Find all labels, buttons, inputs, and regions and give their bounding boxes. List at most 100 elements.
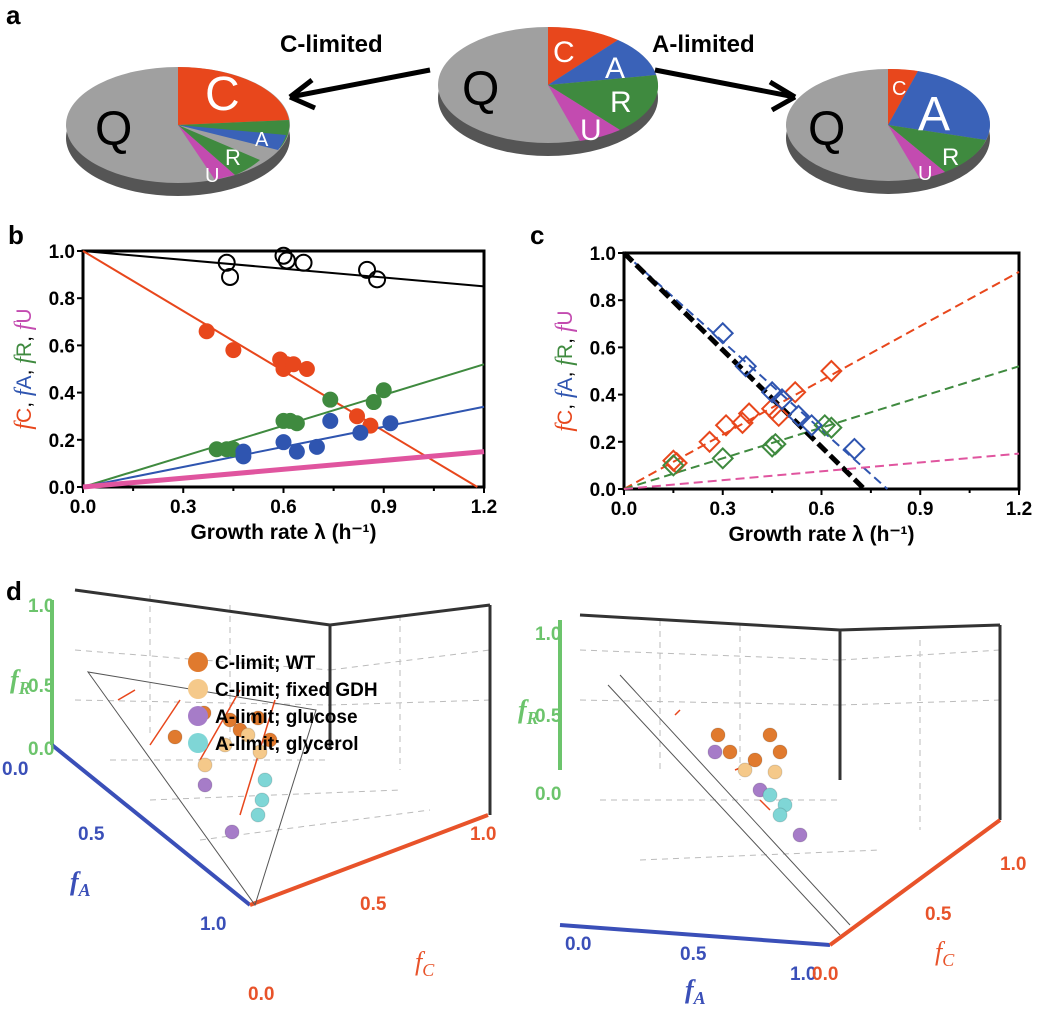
arrow-c-limited: C-limited	[280, 31, 431, 111]
data-point	[375, 382, 392, 399]
pie-label-r: R	[225, 145, 241, 170]
x-tick-label: 0.3	[710, 499, 736, 520]
pie-label-q: Q	[808, 103, 845, 156]
y-tick-label: 0.6	[590, 338, 616, 359]
pie-label-r: R	[610, 86, 632, 119]
y-axis-label-part: ,	[13, 330, 36, 342]
data-point	[275, 434, 292, 451]
d-axis-labels: 1.0 0.5 0.0 0.0 0.5 1.0 0.0 0.5 1.0 fR f…	[2, 596, 1026, 1008]
y-tick-label: 0.0	[590, 480, 616, 501]
data-point-3d	[707, 744, 723, 760]
data-point-3d	[772, 744, 788, 760]
axis-label-fA: fA	[70, 867, 91, 900]
y-tick-label: 0.4	[49, 384, 76, 405]
data-point-3d	[167, 729, 183, 745]
data-point	[800, 413, 823, 437]
data-point	[352, 424, 369, 441]
pie-label-c: C	[892, 78, 906, 100]
fit-line-fR	[623, 365, 1020, 490]
data-point-3d	[762, 787, 778, 803]
y-tick-label: 0.6	[49, 336, 75, 357]
chart-c: 0.0 0.3 0.6 0.9 1.2 0.0 0.2 0.4 0.6 0.8 1.0 Growth …	[552, 244, 1032, 546]
data-point	[308, 438, 325, 455]
data-point-3d	[222, 712, 238, 728]
y-axis-label-part: f	[11, 320, 37, 330]
data-point-3d	[250, 710, 266, 726]
data-point	[322, 391, 339, 408]
tick-fA-0.0: 0.0	[565, 934, 591, 955]
data-point-3d	[747, 752, 763, 768]
y-tick-label: 0.0	[49, 478, 75, 499]
data-point-3d	[252, 744, 268, 760]
data-point	[714, 413, 738, 437]
fit-line-fU	[623, 452, 1020, 490]
x-tick-label: 0.3	[170, 497, 196, 518]
tick-fR-0.5: 0.5	[28, 676, 55, 697]
legend-marker	[188, 733, 208, 753]
axis-label-fR: fR	[518, 695, 539, 728]
arrow-a-limited: A-limited	[652, 31, 797, 113]
data-point	[382, 415, 399, 432]
y-axis-label-part: C	[554, 410, 577, 425]
panel-label-a: a	[6, 0, 21, 30]
legend-label: C-limit; WT	[215, 653, 316, 674]
legend-label: C-limit; fixed GDH	[215, 680, 378, 701]
panel-label-c: c	[530, 220, 544, 250]
arrow-label-c-limited: C-limited	[280, 31, 383, 58]
pie-label-a: A	[255, 129, 269, 151]
data-point-3d	[254, 792, 270, 808]
data-point	[221, 267, 240, 286]
legend: C-limit; WT C-limit; fixed GDH A-limit; gl…	[188, 652, 378, 755]
fit-line-fA	[623, 252, 889, 490]
pie-label-r: R	[942, 144, 959, 171]
tick-fR-0.0: 0.0	[535, 784, 561, 805]
pie-label-u: U	[918, 163, 932, 185]
data-point	[711, 447, 735, 470]
data-point	[711, 321, 735, 345]
y-tick-label: 0.4	[590, 386, 617, 407]
pie-label-c: C	[205, 68, 240, 121]
y-axis-label-part: f	[11, 386, 37, 396]
y-tick-label: 0.2	[590, 433, 616, 454]
y-axis-label-part: f	[11, 420, 37, 430]
y-axis-label-part: ,	[554, 332, 577, 344]
x-tick-label: 1.2	[471, 497, 497, 518]
axis-label-fA: fA	[685, 975, 706, 1008]
data-point-3d	[262, 732, 278, 748]
data-point	[760, 435, 784, 458]
y-axis-label-part: ,	[13, 396, 36, 408]
y-tick-label: 1.0	[49, 242, 75, 263]
y-axis-label-part: ,	[13, 364, 36, 376]
axis-label-fR: fR	[10, 665, 31, 698]
pie-label-c: C	[553, 36, 575, 69]
pie-label-a: A	[605, 52, 625, 85]
data-point	[288, 415, 305, 432]
tick-fC-0.5: 0.5	[925, 904, 952, 925]
legend-marker	[188, 706, 208, 726]
data-point	[358, 260, 377, 279]
arrow-label-a-limited: A-limited	[652, 31, 755, 58]
legend-marker	[188, 679, 208, 699]
legend-label: A-limit; glycerol	[215, 734, 359, 755]
y-axis-label-part: f	[552, 388, 578, 398]
data-point-3d	[767, 764, 783, 780]
data-point	[217, 253, 236, 272]
data-point	[277, 251, 296, 270]
axis-label-fC: fC	[415, 947, 435, 980]
tick-fR-1.0: 1.0	[28, 596, 54, 617]
tick-fC-1.0: 1.0	[1000, 854, 1026, 875]
data-point-3d	[250, 807, 266, 823]
y-axis-label-part: f	[11, 354, 37, 364]
y-axis-label-part: C	[13, 408, 36, 423]
data-point-3d	[224, 824, 240, 840]
cube-plot-right	[558, 613, 1002, 947]
pie-a-limited: C A R U Q	[786, 68, 990, 194]
y-tick-label: 0.8	[49, 289, 75, 310]
data-point	[787, 404, 810, 428]
tick-fA-1.0: 1.0	[200, 914, 226, 935]
data-point-3d	[217, 737, 233, 753]
x-tick-label: 1.2	[1006, 499, 1032, 520]
data-point	[698, 430, 721, 454]
data-point-3d	[772, 807, 788, 823]
